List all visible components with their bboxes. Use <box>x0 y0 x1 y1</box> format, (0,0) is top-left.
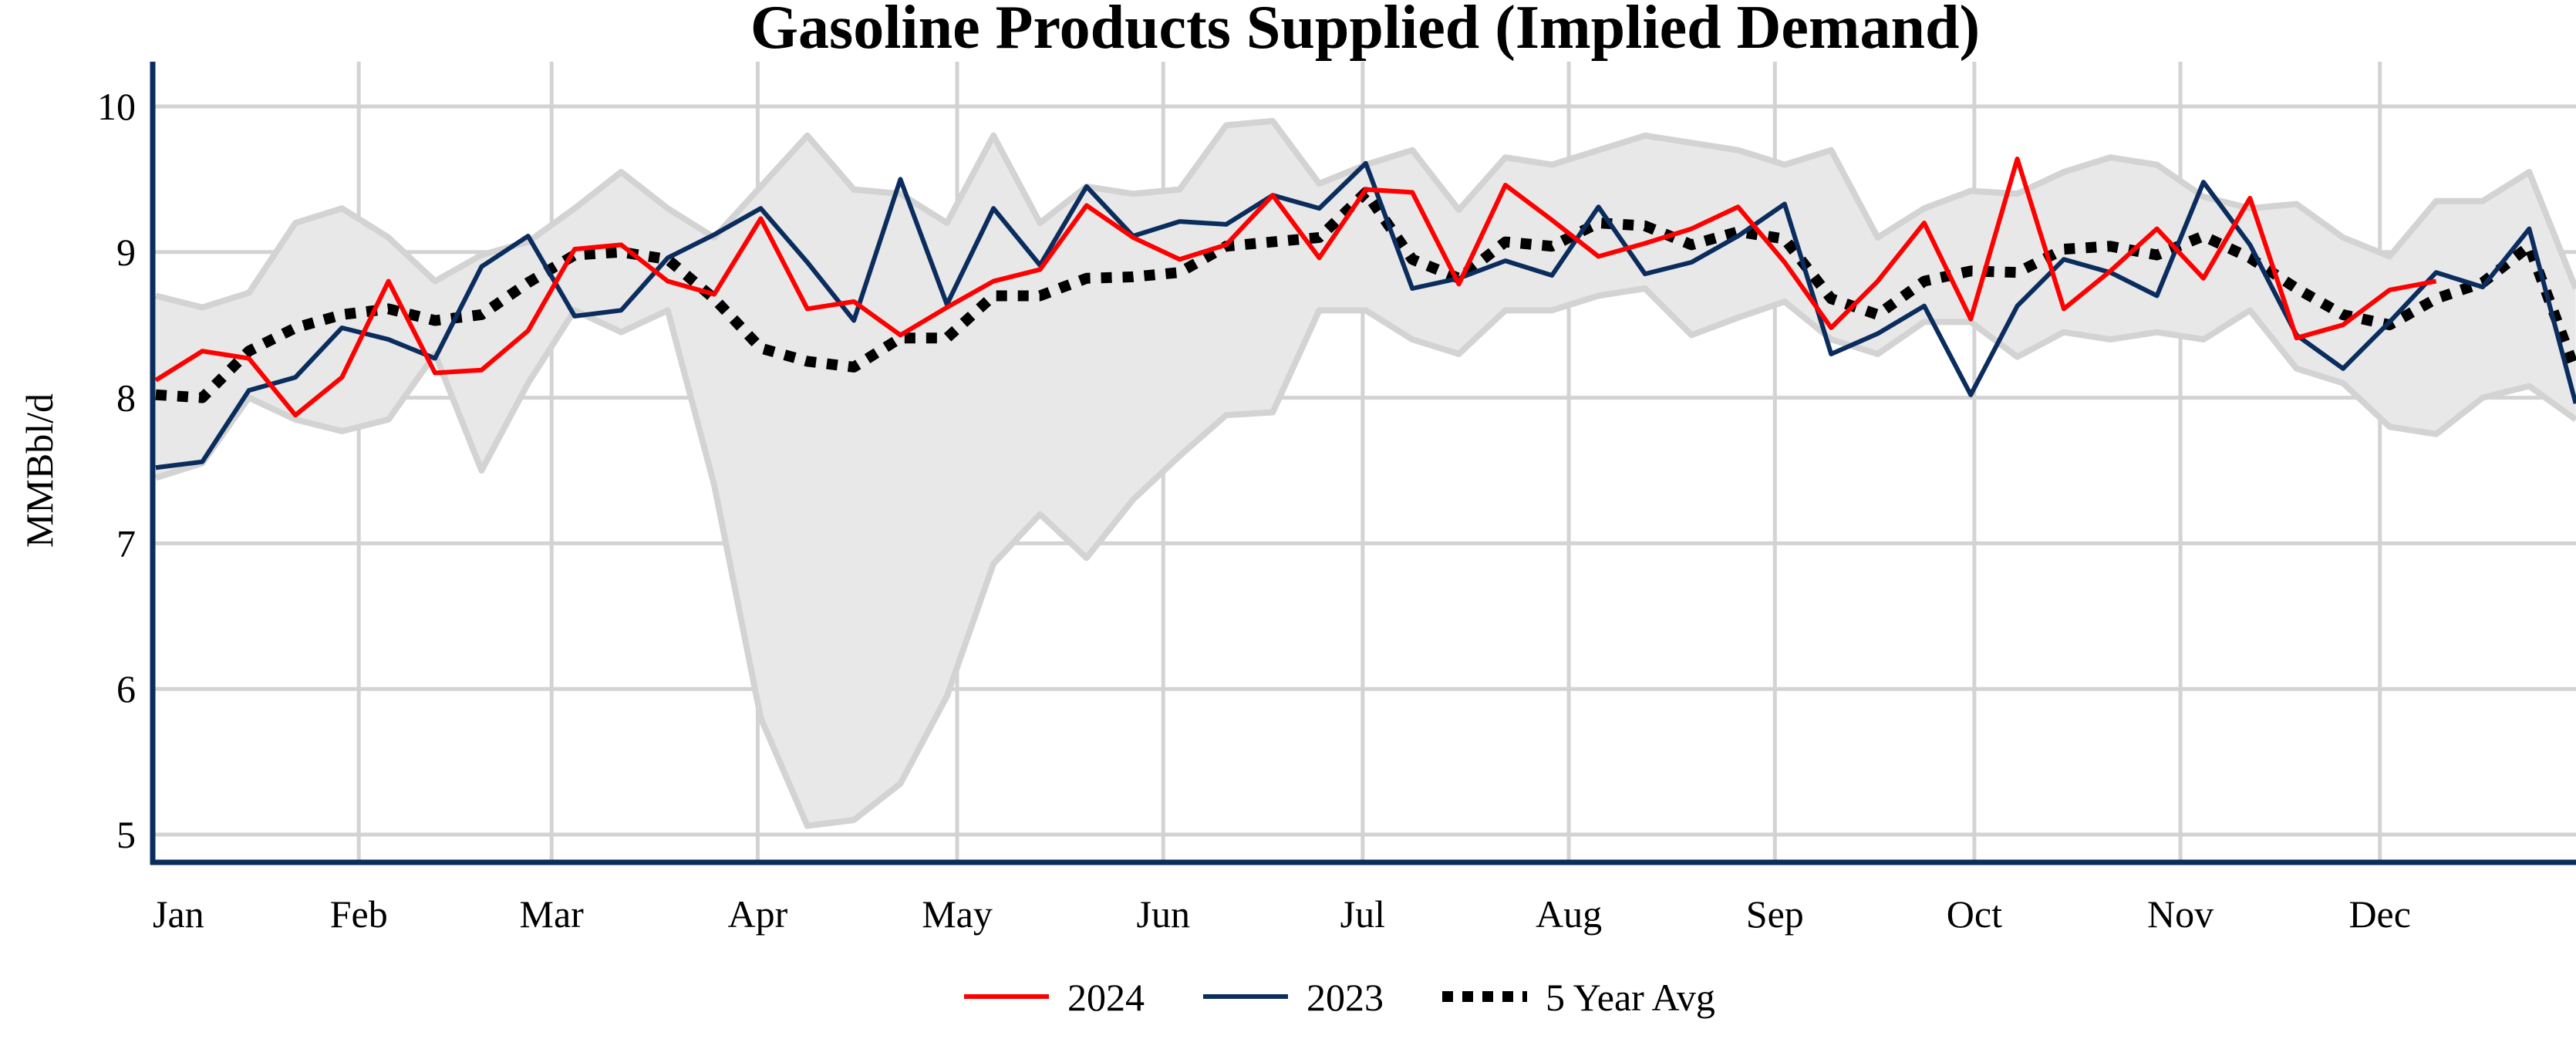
y-axis-label: MMBbl/d <box>18 393 61 548</box>
y-tick-label: 9 <box>116 231 136 274</box>
axes <box>150 62 2576 865</box>
range-fill <box>156 120 2576 826</box>
series-line-2024 <box>154 156 2437 418</box>
x-tick-label: Dec <box>2348 892 2411 936</box>
x-tick-label: Nov <box>2147 892 2214 936</box>
x-tick-label: Jun <box>1137 892 1190 936</box>
y-tick-label: 8 <box>116 376 136 420</box>
series-line-2023 <box>155 160 2576 471</box>
y-tick-label: 5 <box>116 813 136 856</box>
y-tick-label: 6 <box>116 667 136 710</box>
x-tick-label: Mar <box>520 892 585 936</box>
x-tick-label: Aug <box>1536 892 1602 936</box>
five-year-range-band <box>154 117 2576 829</box>
x-tick-label: Jul <box>1340 892 1385 936</box>
x-tick-labels: Jan Feb Mar Apr May Jun Jul Aug Sep Oct Nov Dec <box>153 892 2411 936</box>
legend: 2024 2023 5 Year Avg <box>964 976 1715 1019</box>
chart-title: Gasoline Products Supplied (Implied Dema… <box>750 0 1980 62</box>
legend-label: 5 Year Avg <box>1546 976 1715 1019</box>
legend-label: 2023 <box>1307 976 1384 1019</box>
x-tick-label: May <box>922 892 993 936</box>
legend-label: 2024 <box>1067 976 1145 1019</box>
range-lower-line <box>154 285 2576 829</box>
y-tick-labels: 5 6 7 8 9 10 <box>97 85 136 856</box>
y-tick-label: 10 <box>97 85 136 128</box>
y-tick-label: 7 <box>116 521 136 565</box>
x-tick-label: Apr <box>728 892 788 936</box>
x-tick-label: Jan <box>153 892 204 936</box>
x-tick-label: Oct <box>1947 892 2002 936</box>
x-tick-label: Sep <box>1746 892 1804 936</box>
x-tick-label: Feb <box>330 892 388 936</box>
series-lines <box>154 156 2576 471</box>
